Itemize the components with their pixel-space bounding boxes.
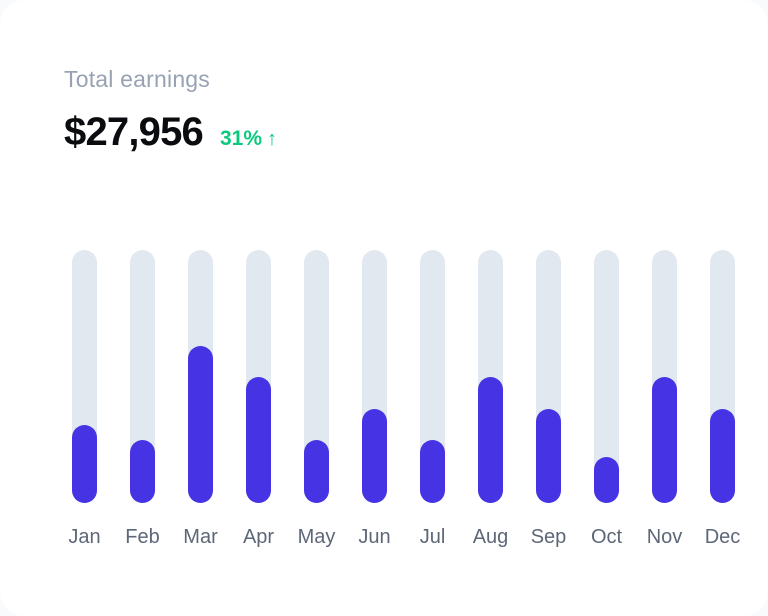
- bar-may: [304, 250, 329, 503]
- bar-nov: [652, 250, 677, 503]
- amount-row: $27,956 31% ↑: [64, 110, 277, 155]
- total-earnings-value: $27,956: [64, 109, 204, 154]
- bar-fill: [478, 376, 503, 503]
- bar-feb: [130, 250, 155, 503]
- bar-fill: [536, 409, 561, 503]
- month-labels-row: Jan Feb Mar Apr May Jun Jul Aug Sep Oct Nov Dec: [68, 526, 741, 549]
- month-label-sep: Sep: [530, 526, 567, 548]
- bar-fill: [362, 409, 387, 503]
- bar-fill: [652, 376, 677, 503]
- bar-mar: [188, 250, 213, 503]
- bar-apr: [246, 250, 271, 503]
- bar-fill: [130, 439, 155, 503]
- bar-sep: [536, 250, 561, 503]
- bar-fill: [594, 457, 619, 503]
- card-header: Total earnings $27,956 31% ↑: [64, 66, 277, 155]
- bars-container: [72, 250, 735, 503]
- bar-fill: [304, 439, 329, 503]
- monthly-earnings-bar-chart: Jan Feb Mar Apr May Jun Jul Aug Sep Oct Nov Dec: [68, 250, 741, 549]
- delta-percent: 31%: [220, 126, 263, 150]
- bar-fill: [420, 439, 445, 503]
- bar-aug: [478, 250, 503, 503]
- bar-jul: [420, 250, 445, 503]
- bar-dec: [710, 250, 735, 503]
- month-label-may: May: [297, 526, 336, 548]
- month-label-jan: Jan: [68, 526, 101, 548]
- earnings-delta-badge: 31% ↑: [220, 127, 277, 151]
- month-label-feb: Feb: [125, 526, 160, 548]
- month-label-nov: Nov: [646, 526, 683, 548]
- month-label-aug: Aug: [472, 526, 509, 548]
- card-title: Total earnings: [64, 66, 210, 92]
- month-label-mar: Mar: [183, 526, 218, 548]
- bar-fill: [710, 409, 735, 503]
- bar-fill: [246, 376, 271, 503]
- bar-oct: [594, 250, 619, 503]
- bar-fill: [188, 346, 213, 503]
- bar-fill: [72, 424, 97, 503]
- bar-jan: [72, 250, 97, 503]
- month-label-jun: Jun: [358, 526, 391, 548]
- month-label-jul: Jul: [419, 526, 446, 548]
- bar-jun: [362, 250, 387, 503]
- month-label-dec: Dec: [704, 526, 741, 548]
- arrow-up-icon: ↑: [267, 127, 278, 150]
- month-label-apr: Apr: [242, 526, 275, 548]
- month-label-oct: Oct: [590, 526, 623, 548]
